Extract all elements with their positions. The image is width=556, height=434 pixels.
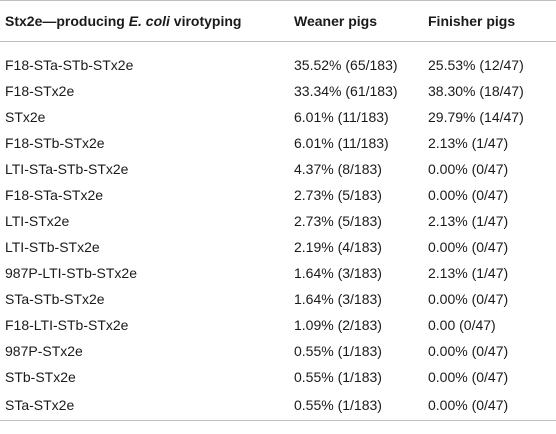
header-finisher-pigs: Finisher pigs	[420, 0, 556, 42]
table-row: F18-STa-STx2e 2.73% (5/183) 0.00% (0/47)	[0, 182, 556, 208]
cell-weaner-pigs: 0.55% (1/183)	[294, 369, 382, 385]
cell-finisher-pigs: 2.13% (1/47)	[428, 213, 509, 229]
cell-finisher-pigs: 0.00% (0/47)	[428, 239, 509, 255]
table-row: STb-STx2e 0.55% (1/183) 0.00% (0/47)	[0, 364, 556, 390]
table-row: F18-STb-STx2e 6.01% (11/183) 2.13% (1/47)	[0, 130, 556, 156]
table-header: Stx2e—producing E. coli virotyping Weane…	[0, 0, 556, 42]
table-row: STa-STx2e 0.55% (1/183) 0.00% (0/47)	[0, 390, 556, 421]
cell-finisher-pigs: 0.00% (0/47)	[428, 343, 509, 359]
virotyping-table: Stx2e—producing E. coli virotyping Weane…	[0, 0, 556, 421]
cell-virotype: F18-STx2e	[5, 83, 75, 99]
cell-finisher-pigs: 0.00 (0/47)	[428, 317, 496, 333]
cell-weaner-pigs: 6.01% (11/183)	[294, 135, 389, 151]
cell-weaner-pigs: 35.52% (65/183)	[294, 56, 398, 73]
cell-virotype: STx2e	[5, 109, 46, 125]
header-row: Stx2e—producing E. coli virotyping Weane…	[0, 0, 556, 42]
cell-virotype: LTI-STx2e	[5, 213, 70, 229]
cell-virotype: STa-STx2e	[0, 390, 278, 421]
cell-weaner-pigs: 6.01% (11/183)	[294, 109, 389, 125]
cell-weaner-pigs: 2.73% (5/183)	[294, 187, 382, 203]
cell-weaner-pigs: 1.09% (2/183)	[294, 317, 382, 333]
table-row: LTI-STx2e 2.73% (5/183) 2.13% (1/47)	[0, 208, 556, 234]
cell-weaner-pigs: 0.55% (1/183)	[278, 390, 420, 421]
table-row: F18-STx2e 33.34% (61/183) 38.30% (18/47)	[0, 78, 556, 104]
header-virotyping-species: E. coli	[128, 13, 170, 29]
cell-finisher-pigs: 25.53% (12/47)	[428, 56, 524, 73]
cell-weaner-pigs: 2.73% (5/183)	[294, 213, 382, 229]
cell-virotype: F18-STa-STx2e	[5, 187, 104, 203]
table-row: 987P-LTI-STb-STx2e 1.64% (3/183) 2.13% (1/…	[0, 260, 556, 286]
cell-virotype: LTI-STa-STb-STx2e	[5, 161, 129, 177]
cell-weaner-pigs: 1.64% (3/183)	[294, 265, 382, 281]
cell-finisher-pigs: 29.79% (14/47)	[428, 109, 524, 125]
cell-finisher-pigs: 0.00% (0/47)	[428, 187, 509, 203]
cell-finisher-pigs: 0.00% (0/47)	[428, 291, 509, 307]
cell-virotype: 987P-STx2e	[5, 343, 83, 359]
table-body: F18-STa-STb-STx2e 35.52% (65/183) 25.53% (…	[0, 42, 556, 421]
cell-finisher-pigs: 2.13% (1/47)	[428, 265, 509, 281]
cell-weaner-pigs: 4.37% (8/183)	[294, 161, 382, 177]
header-virotyping: Stx2e—producing E. coli virotyping	[0, 0, 278, 42]
cell-finisher-pigs: 0.00% (0/47)	[428, 161, 509, 177]
table-row: STa-STb-STx2e 1.64% (3/183) 0.00% (0/47)	[0, 286, 556, 312]
cell-virotype: F18-STb-STx2e	[5, 135, 105, 151]
cell-finisher-pigs: 2.13% (1/47)	[428, 135, 509, 151]
cell-weaner-pigs: 0.55% (1/183)	[294, 343, 382, 359]
cell-virotype: STa-STb-STx2e	[5, 291, 105, 307]
header-weaner-pigs: Weaner pigs	[278, 0, 420, 42]
cell-virotype: F18-STa-STb-STx2e	[5, 56, 134, 73]
table-row: F18-LTI-STb-STx2e 1.09% (2/183) 0.00 (0/47…	[0, 312, 556, 338]
header-virotyping-suffix: virotyping	[169, 13, 242, 29]
table-row: F18-STa-STb-STx2e 35.52% (65/183) 25.53% (…	[0, 42, 556, 79]
cell-weaner-pigs: 33.34% (61/183)	[294, 83, 398, 99]
cell-virotype: STb-STx2e	[5, 369, 76, 385]
cell-virotype: F18-LTI-STb-STx2e	[5, 317, 129, 333]
table-row: LTI-STa-STb-STx2e 4.37% (8/183) 0.00% (0/4…	[0, 156, 556, 182]
cell-finisher-pigs: 0.00% (0/47)	[428, 369, 509, 385]
cell-finisher-pigs: 0.00% (0/47)	[420, 390, 556, 421]
table-row: 987P-STx2e 0.55% (1/183) 0.00% (0/47)	[0, 338, 556, 364]
table-row: LTI-STb-STx2e 2.19% (4/183) 0.00% (0/47)	[0, 234, 556, 260]
cell-virotype: LTI-STb-STx2e	[5, 239, 100, 255]
cell-weaner-pigs: 1.64% (3/183)	[294, 291, 382, 307]
table-row: STx2e 6.01% (11/183) 29.79% (14/47)	[0, 104, 556, 130]
header-virotyping-prefix: Stx2e—producing	[5, 13, 129, 29]
cell-virotype: 987P-LTI-STb-STx2e	[5, 265, 138, 281]
cell-finisher-pigs: 38.30% (18/47)	[428, 83, 524, 99]
cell-weaner-pigs: 2.19% (4/183)	[294, 239, 382, 255]
